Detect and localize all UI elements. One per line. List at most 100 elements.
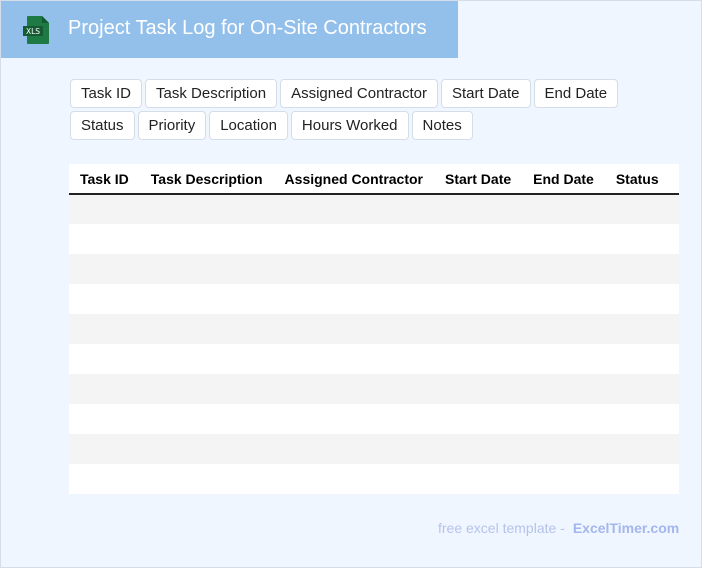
column-chip[interactable]: Task ID — [70, 79, 143, 108]
table-cell[interactable] — [522, 344, 605, 374]
table-cell[interactable] — [139, 194, 274, 224]
table-cell[interactable] — [670, 224, 679, 254]
table-cell[interactable] — [140, 344, 274, 374]
table-cell[interactable] — [669, 314, 679, 344]
table-cell[interactable] — [604, 434, 670, 464]
table-cell[interactable] — [274, 404, 434, 434]
footer-credit: free excel template - ExcelTimer.com — [438, 520, 679, 536]
table-cell[interactable] — [434, 464, 522, 494]
table-cell[interactable] — [670, 284, 679, 314]
table-cell[interactable] — [434, 374, 523, 404]
table-cell[interactable] — [604, 374, 670, 404]
table-cell[interactable] — [274, 224, 434, 254]
table-cell[interactable] — [434, 284, 522, 314]
table-cell[interactable] — [670, 464, 679, 494]
table-cell[interactable] — [273, 194, 435, 224]
table-cell[interactable] — [69, 464, 140, 494]
table-cell[interactable] — [139, 434, 274, 464]
table-cell[interactable] — [522, 374, 605, 404]
table-cell[interactable] — [434, 254, 523, 284]
table-cell[interactable] — [669, 374, 679, 404]
table-cell[interactable] — [139, 254, 274, 284]
table-cell[interactable] — [605, 404, 670, 434]
table-row — [69, 284, 679, 314]
column-chip[interactable]: Hours Worked — [290, 111, 409, 140]
table-cell[interactable] — [605, 224, 670, 254]
svg-text:XLS: XLS — [26, 27, 40, 36]
table-cell[interactable] — [669, 434, 679, 464]
column-chip[interactable]: Start Date — [440, 79, 531, 108]
table-cell[interactable] — [273, 254, 435, 284]
table-row — [69, 254, 679, 284]
table-cell[interactable] — [69, 314, 140, 344]
table-cell[interactable] — [273, 374, 435, 404]
brand-link[interactable]: ExcelTimer.com — [572, 520, 680, 536]
table-cell[interactable] — [522, 434, 605, 464]
column-chip[interactable]: Status — [70, 111, 135, 140]
table-cell[interactable] — [670, 404, 679, 434]
table-cell[interactable] — [522, 254, 605, 284]
column-chip[interactable]: End Date — [533, 79, 619, 108]
excel-file-icon: XLS — [23, 16, 49, 44]
table-cell[interactable] — [139, 374, 274, 404]
table-cell[interactable] — [522, 194, 605, 224]
table-cell[interactable] — [69, 194, 140, 224]
column-chip[interactable]: Location — [209, 111, 288, 140]
table-cell[interactable] — [139, 314, 274, 344]
table-cell[interactable] — [434, 314, 523, 344]
column-header[interactable]: Task ID — [69, 164, 140, 195]
column-header[interactable]: End Date — [522, 164, 605, 195]
table-cell[interactable] — [140, 404, 274, 434]
table-cell[interactable] — [522, 464, 605, 494]
table-cell[interactable] — [434, 434, 523, 464]
table-row — [69, 194, 679, 224]
table-cell[interactable] — [605, 464, 670, 494]
table-cell[interactable] — [69, 284, 140, 314]
table-cell[interactable] — [274, 284, 434, 314]
table-cell[interactable] — [434, 344, 522, 374]
table-cell[interactable] — [274, 344, 434, 374]
task-table[interactable]: Task ID Task Description Assigned Contract… — [69, 164, 679, 494]
table-cell[interactable] — [69, 434, 140, 464]
table-cell[interactable] — [69, 374, 140, 404]
table-cell[interactable] — [605, 344, 670, 374]
table-row — [69, 374, 679, 404]
table-cell[interactable] — [669, 194, 679, 224]
table-cell[interactable] — [273, 434, 435, 464]
column-header[interactable]: Status — [604, 164, 670, 195]
table-cell[interactable] — [522, 314, 605, 344]
table-cell[interactable] — [274, 464, 434, 494]
column-header[interactable]: Task Description — [139, 164, 274, 195]
table-row — [69, 224, 679, 254]
table-cell[interactable] — [604, 254, 670, 284]
table-header-row: Task ID Task Description Assigned Contract… — [69, 164, 679, 195]
table-cell[interactable] — [273, 314, 435, 344]
footer-text: free excel template - — [438, 520, 565, 536]
table-cell[interactable] — [69, 224, 140, 254]
table-cell[interactable] — [69, 404, 140, 434]
column-chip[interactable]: Task Description — [145, 79, 278, 108]
table-cell[interactable] — [140, 284, 274, 314]
table-cell[interactable] — [522, 284, 605, 314]
table-cell[interactable] — [69, 254, 140, 284]
column-header[interactable]: Start Date — [434, 164, 523, 195]
column-chip[interactable]: Assigned Contractor — [280, 79, 438, 108]
table-cell[interactable] — [140, 224, 274, 254]
table-cell[interactable] — [604, 194, 670, 224]
table-cell[interactable] — [434, 194, 523, 224]
table-cell[interactable] — [670, 344, 679, 374]
column-chips: Task ID Task Description Assigned Contract… — [70, 79, 685, 140]
table-cell[interactable] — [605, 284, 670, 314]
column-chip[interactable]: Priority — [137, 111, 207, 140]
table-cell[interactable] — [669, 254, 679, 284]
table-cell[interactable] — [434, 404, 522, 434]
table-cell[interactable] — [522, 224, 605, 254]
column-header[interactable]: Priority — [669, 164, 679, 195]
table-cell[interactable] — [522, 404, 605, 434]
table-cell[interactable] — [434, 224, 522, 254]
table-cell[interactable] — [69, 344, 140, 374]
column-header[interactable]: Assigned Contractor — [273, 164, 435, 195]
table-cell[interactable] — [140, 464, 274, 494]
column-chip[interactable]: Notes — [411, 111, 473, 140]
table-cell[interactable] — [604, 314, 670, 344]
